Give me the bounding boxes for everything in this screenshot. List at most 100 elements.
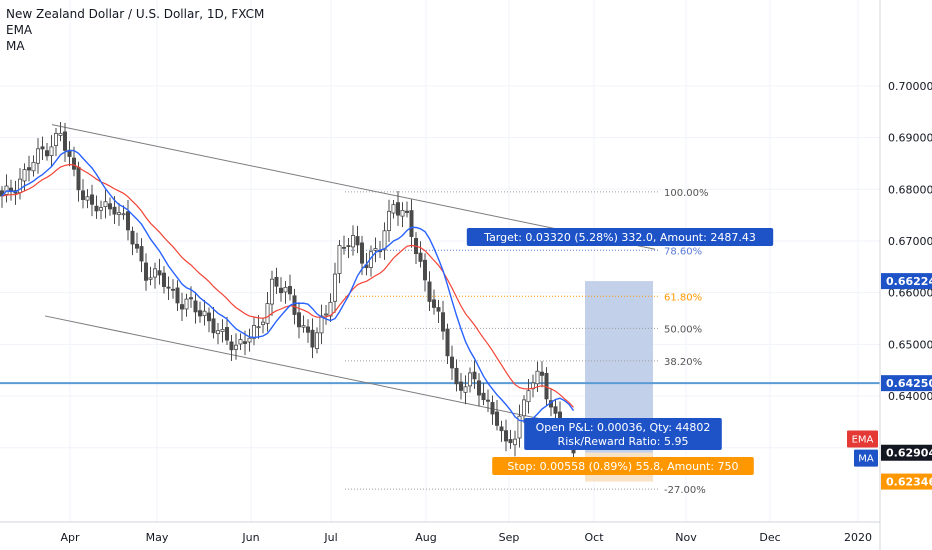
- channel-lines[interactable]: [0, 124, 880, 444]
- candle: [481, 383, 486, 406]
- candle: [350, 225, 355, 256]
- candle: [449, 345, 454, 380]
- candle: [251, 317, 256, 346]
- candle: [314, 327, 319, 354]
- candle: [413, 232, 418, 264]
- candle: [49, 135, 54, 167]
- candle: [323, 304, 328, 325]
- candle: [81, 179, 86, 209]
- stop-label[interactable]: Stop: 0.00558 (0.89%) 55.8, Amount: 750: [492, 457, 754, 475]
- candles: [0, 121, 576, 459]
- candle: [63, 122, 68, 162]
- candle: [494, 400, 499, 431]
- symbol-title: New Zealand Dollar / U.S. Dollar, 1D, FX…: [6, 7, 265, 21]
- candle: [202, 299, 207, 326]
- candle: [152, 262, 157, 289]
- candle: [418, 241, 423, 268]
- x-tick-label: Oct: [584, 531, 604, 544]
- candle: [161, 266, 166, 294]
- candle: [117, 203, 122, 226]
- fib-level-label: 61.80%: [664, 292, 702, 303]
- candle: [328, 293, 333, 323]
- y-tick-label: 0.65000: [888, 338, 932, 351]
- candle: [238, 333, 243, 350]
- candle: [265, 291, 270, 332]
- candle: [134, 232, 139, 253]
- x-tick-label: Apr: [60, 531, 80, 544]
- candle: [283, 281, 288, 304]
- candle: [422, 253, 427, 292]
- legend-ema[interactable]: EMA: [6, 23, 33, 37]
- fib-level-label: 78.60%: [664, 246, 702, 257]
- pnl-label[interactable]: Open P&L: 0.00036, Qty: 44802Risk/Reward…: [524, 418, 722, 450]
- candle: [13, 180, 18, 205]
- candle: [490, 395, 495, 425]
- candle: [67, 141, 72, 167]
- target-label[interactable]: Target: 0.03320 (5.28%) 332.0, Amount: 2…: [466, 228, 774, 246]
- y-tick-label: 0.69000: [888, 132, 932, 145]
- candle: [355, 225, 360, 254]
- fibonacci-retracement[interactable]: 100.00% 78.60% 61.80% 50.00% 38.20% -27.00%: [345, 188, 709, 496]
- candle: [157, 258, 162, 285]
- candle: [26, 155, 31, 182]
- fib-level-label: 50.00%: [664, 324, 702, 335]
- candle: [337, 240, 342, 284]
- position-labels[interactable]: Target: 0.03320 (5.28%) 332.0, Amount: 2…: [466, 228, 774, 475]
- candle: [193, 291, 198, 324]
- fib-level-label: -27.00%: [664, 485, 706, 496]
- candle: [287, 274, 292, 301]
- candle: [440, 300, 445, 340]
- y-tick-label: 0.67000: [888, 235, 932, 248]
- candle: [476, 373, 481, 407]
- svg-text:Open P&L: 0.00036, Qty: 44802: Open P&L: 0.00036, Qty: 44802: [536, 421, 711, 434]
- candle: [139, 238, 144, 273]
- candle: [540, 361, 545, 388]
- ma-badge: MA: [854, 449, 878, 467]
- candle: [233, 333, 238, 360]
- candle: [503, 419, 508, 452]
- candle: [8, 179, 13, 201]
- candle: [436, 299, 441, 324]
- legend-ma[interactable]: MA: [6, 39, 25, 53]
- candle: [269, 270, 274, 316]
- x-tick-label: Jun: [241, 531, 259, 544]
- candle: [305, 319, 310, 343]
- candle: [99, 200, 104, 220]
- time-axis[interactable]: [0, 522, 880, 550]
- chart-legend: New Zealand Dollar / U.S. Dollar, 1D, FX…: [6, 6, 264, 54]
- candle: [256, 315, 261, 339]
- candle: [508, 429, 513, 449]
- candle: [247, 328, 252, 352]
- candle: [126, 200, 131, 241]
- y-tick-label: 0.66000: [888, 287, 932, 300]
- candle: [260, 317, 265, 334]
- candle: [45, 142, 50, 161]
- x-tick-label: May: [146, 531, 169, 544]
- candle: [472, 360, 477, 389]
- candle: [175, 280, 180, 311]
- candle: [400, 202, 405, 228]
- candle: [391, 199, 396, 219]
- y-tick-label: 0.68000: [888, 183, 932, 196]
- candle: [278, 277, 283, 302]
- candle: [215, 323, 220, 345]
- candle: [31, 155, 36, 177]
- x-tick-label: Dec: [759, 531, 780, 544]
- x-tick-label: 2020: [844, 531, 872, 544]
- candle: [431, 289, 436, 315]
- candle: [4, 174, 9, 203]
- candle: [526, 379, 531, 414]
- candle: [373, 237, 378, 263]
- candle: [332, 262, 337, 313]
- ema-badge: EMA: [847, 430, 878, 448]
- candle: [382, 222, 387, 260]
- candle: [404, 201, 409, 218]
- candle: [427, 271, 432, 311]
- candle: [513, 430, 518, 457]
- candle: [197, 301, 202, 323]
- indicators: [1, 149, 575, 422]
- candle: [206, 307, 211, 333]
- y-tick-label: 0.70000: [888, 80, 932, 93]
- fib-level-label: 38.20%: [664, 357, 702, 368]
